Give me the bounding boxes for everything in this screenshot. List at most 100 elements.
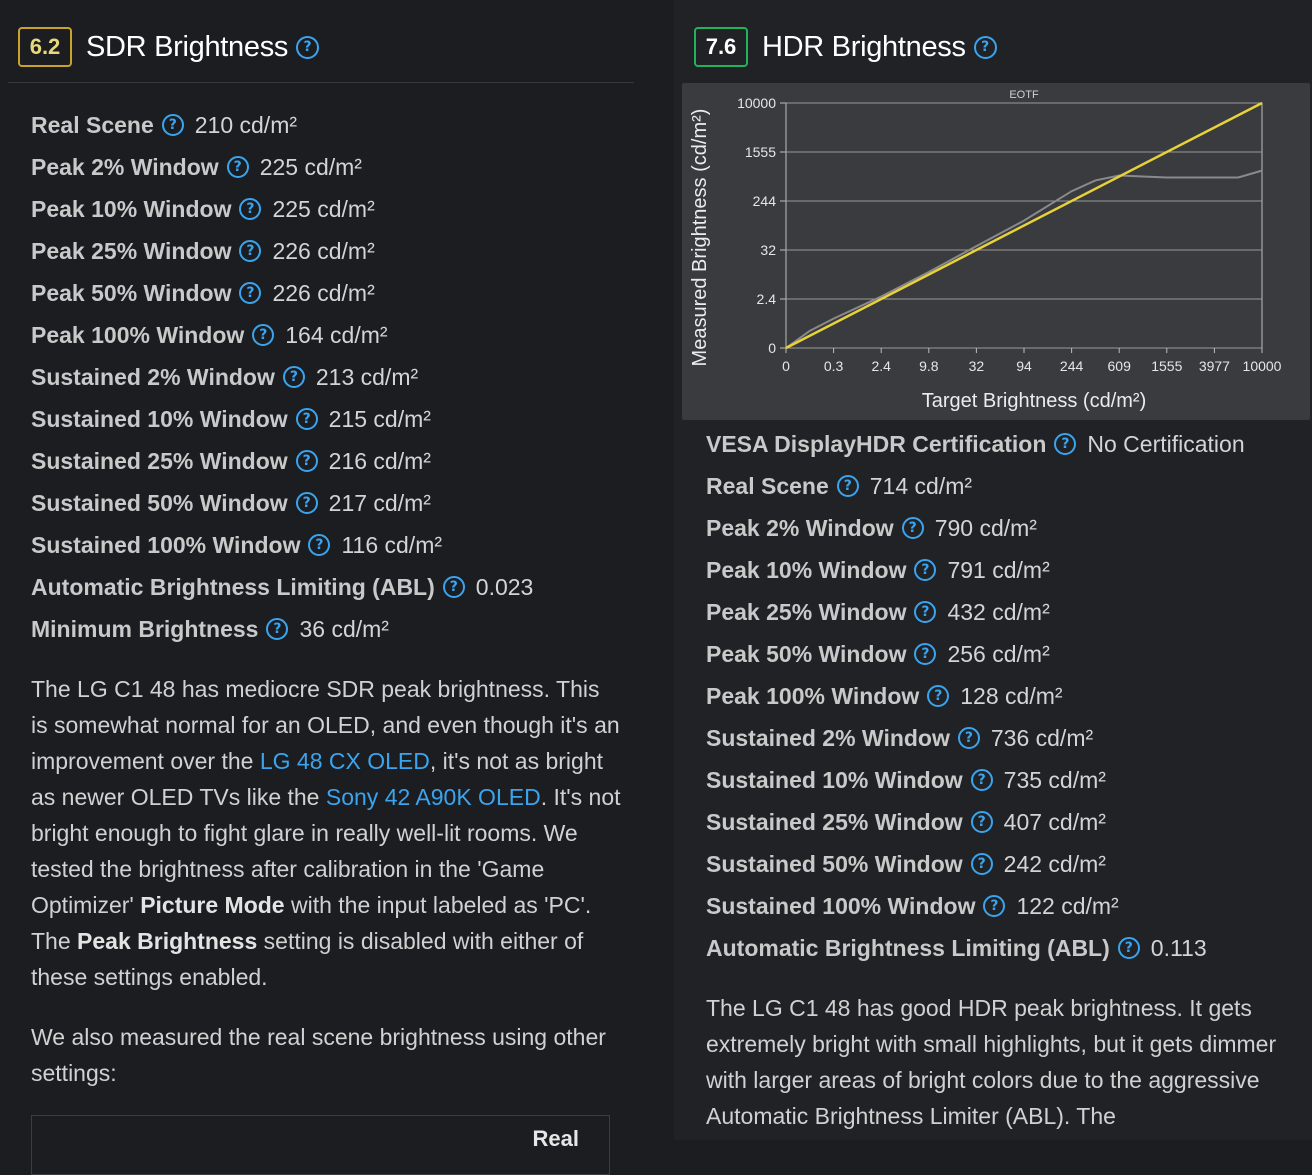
- spec-row: Sustained 25% Window? 407 cd/m²: [706, 801, 1245, 843]
- spec-label: VESA DisplayHDR Certification: [706, 430, 1047, 457]
- lg-48-cx-oled-link[interactable]: LG 48 CX OLED: [259, 748, 430, 774]
- spec-label: Peak 50% Window: [31, 279, 232, 306]
- x-tick-label: 1555: [1151, 358, 1182, 374]
- spec-row: Sustained 100% Window? 122 cd/m²: [706, 885, 1245, 927]
- spec-value: 714 cd/m²: [869, 472, 973, 499]
- help-icon[interactable]: ?: [239, 282, 262, 304]
- help-icon[interactable]: ?: [442, 576, 465, 598]
- spec-row: Minimum Brightness? 36 cd/m²: [31, 608, 533, 650]
- help-icon[interactable]: ?: [1117, 937, 1140, 959]
- spec-label: Peak 10% Window: [31, 195, 232, 222]
- help-icon[interactable]: ?: [266, 618, 289, 640]
- spec-label: Peak 50% Window: [706, 640, 907, 667]
- spec-value: 226 cd/m²: [272, 279, 375, 306]
- spec-label: Peak 25% Window: [706, 598, 907, 625]
- help-icon[interactable]: ?: [970, 811, 993, 833]
- eotf-chart: 0 2.4 32 244 1555 10000 0 0.3 2.4 9.8 32 94 244 609 15…: [682, 83, 1310, 420]
- spec-label: Automatic Brightness Limiting (ABL): [706, 934, 1110, 961]
- spec-row: Sustained 2% Window? 736 cd/m²: [706, 717, 1245, 759]
- spec-label: Peak 100% Window: [706, 682, 920, 709]
- spec-row: Sustained 2% Window? 213 cd/m²: [31, 356, 533, 398]
- sdr-desc-text: with the input labeled as 'PC'. The: [31, 892, 592, 954]
- sdr-desc-text: . It's not bright enough to fight glare …: [31, 784, 621, 918]
- x-tick-label: 10000: [1243, 358, 1282, 374]
- sdr-header: 6.2 SDR Brightness ?: [18, 24, 320, 70]
- help-icon[interactable]: ?: [970, 853, 993, 875]
- spec-value: 735 cd/m²: [1003, 766, 1106, 793]
- help-icon[interactable]: ?: [957, 727, 980, 749]
- help-icon[interactable]: ?: [282, 366, 305, 388]
- spec-label: Sustained 2% Window: [31, 363, 275, 390]
- spec-label: Minimum Brightness: [31, 615, 259, 642]
- help-icon[interactable]: ?: [914, 559, 937, 581]
- spec-label: Peak 100% Window: [31, 321, 245, 348]
- help-icon[interactable]: ?: [239, 198, 262, 220]
- spec-label: Sustained 25% Window: [31, 447, 288, 474]
- spec-value: 215 cd/m²: [328, 405, 431, 432]
- spec-label: Sustained 50% Window: [706, 850, 963, 877]
- spec-value: 225 cd/m²: [272, 195, 375, 222]
- picture-mode-term: Picture Mode: [140, 892, 285, 918]
- spec-row: Real Scene? 714 cd/m²: [706, 465, 1245, 507]
- x-tick-label: 0.3: [824, 358, 844, 374]
- spec-row: Peak 2% Window? 225 cd/m²: [31, 146, 533, 188]
- hdr-section-title: HDR Brightness: [762, 30, 966, 63]
- spec-value: 128 cd/m²: [960, 682, 1063, 709]
- sdr-description: The LG C1 48 has mediocre SDR peak brigh…: [31, 671, 621, 995]
- help-icon[interactable]: ?: [226, 156, 249, 178]
- help-icon[interactable]: ?: [239, 240, 262, 262]
- spec-value: No Certification: [1087, 430, 1245, 457]
- hdr-header: 7.6 HDR Brightness ?: [694, 24, 997, 70]
- hdr-help-icon[interactable]: ?: [973, 35, 997, 59]
- sdr-real-scene-note: We also measured the real scene brightne…: [31, 1024, 606, 1086]
- y-tick-label: 244: [753, 193, 777, 209]
- spec-row: Real Scene? 210 cd/m²: [31, 104, 533, 146]
- help-icon[interactable]: ?: [836, 475, 859, 497]
- spec-row: Sustained 50% Window? 217 cd/m²: [31, 482, 533, 524]
- spec-row: Sustained 10% Window? 215 cd/m²: [31, 398, 533, 440]
- help-icon[interactable]: ?: [970, 769, 993, 791]
- spec-value: 217 cd/m²: [328, 489, 431, 516]
- help-icon[interactable]: ?: [983, 895, 1006, 917]
- help-icon[interactable]: ?: [295, 450, 318, 472]
- y-tick-label: 32: [760, 242, 776, 258]
- spec-value: 122 cd/m²: [1016, 892, 1119, 919]
- help-icon[interactable]: ?: [914, 601, 937, 623]
- help-icon[interactable]: ?: [901, 517, 924, 539]
- help-icon[interactable]: ?: [252, 324, 275, 346]
- x-tick-label: 609: [1108, 358, 1132, 374]
- series-line-measured: [785, 169, 1263, 349]
- help-icon[interactable]: ?: [1054, 433, 1077, 455]
- spec-row: Peak 2% Window? 790 cd/m²: [706, 507, 1245, 549]
- sony-42-a90k-oled-link[interactable]: Sony 42 A90K OLED: [325, 784, 541, 810]
- x-tick-label: 244: [1060, 358, 1084, 374]
- help-icon[interactable]: ?: [927, 685, 950, 707]
- spec-row: Peak 100% Window? 128 cd/m²: [706, 675, 1245, 717]
- spec-label: Peak 10% Window: [706, 556, 907, 583]
- sdr-help-icon[interactable]: ?: [296, 35, 320, 59]
- help-icon[interactable]: ?: [914, 643, 937, 665]
- real-scene-settings-table: Real: [31, 1115, 610, 1175]
- chart-title: EOTF: [1009, 89, 1039, 101]
- spec-row: Automatic Brightness Limiting (ABL)? 0.11…: [706, 927, 1245, 969]
- spec-row: Peak 10% Window? 225 cd/m²: [31, 188, 533, 230]
- help-icon[interactable]: ?: [295, 408, 318, 430]
- x-tick-label: 94: [1016, 358, 1032, 374]
- spec-row: Peak 25% Window? 432 cd/m²: [706, 591, 1245, 633]
- spec-label: Sustained 10% Window: [706, 766, 963, 793]
- spec-label: Sustained 10% Window: [31, 405, 288, 432]
- table-header-real: Real: [532, 1126, 579, 1151]
- spec-value: 164 cd/m²: [285, 321, 388, 348]
- spec-row: Sustained 100% Window? 116 cd/m²: [31, 524, 533, 566]
- y-axis-label: Measured Brightness (cd/m²): [689, 109, 711, 367]
- help-icon[interactable]: ?: [295, 492, 318, 514]
- spec-value: 210 cd/m²: [194, 111, 298, 138]
- spec-label: Peak 25% Window: [31, 237, 232, 264]
- spec-row: Peak 25% Window? 226 cd/m²: [31, 230, 533, 272]
- spec-value: 0.113: [1150, 934, 1207, 961]
- spec-label: Real Scene: [31, 111, 154, 138]
- help-icon[interactable]: ?: [308, 534, 331, 556]
- help-icon[interactable]: ?: [161, 114, 184, 136]
- hdr-score-badge: 7.6: [694, 27, 748, 67]
- spec-row: Sustained 50% Window? 242 cd/m²: [706, 843, 1245, 885]
